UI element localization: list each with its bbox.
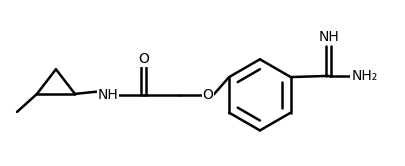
Text: O: O [202,88,213,102]
Text: O: O [138,52,149,66]
Text: NH: NH [98,88,118,102]
Text: NH₂: NH₂ [350,69,377,83]
Text: NH: NH [318,30,338,44]
